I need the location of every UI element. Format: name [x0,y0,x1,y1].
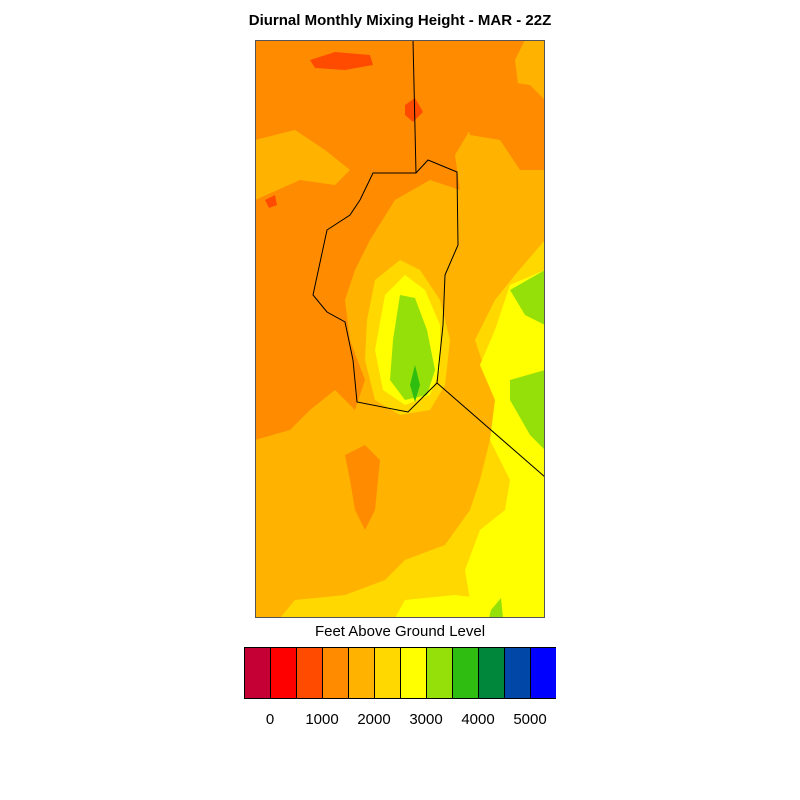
legend-title: Feet Above Ground Level [314,623,486,640]
legend-tick-labels: 0 1000 2000 3000 4000 5000 [0,711,800,731]
contour-dark-orange [310,52,373,70]
legend-swatch [504,647,531,699]
color-legend [244,647,556,699]
contour-yellow-green [390,295,435,400]
mixing-height-map [255,40,545,618]
legend-swatch [322,647,349,699]
contour-amber [255,130,350,200]
legend-swatch [374,647,401,699]
boundary-line [312,159,459,413]
contour-yellow-green [510,370,545,450]
contour-green [410,365,420,402]
map-title: Diurnal Monthly Mixing Height - MAR - 22… [248,12,552,29]
contour-gold [280,240,545,618]
legend-swatch [452,647,479,699]
legend-tick-label: 5000 [513,711,547,728]
legend-swatch [400,647,427,699]
legend-swatch [426,647,453,699]
legend-swatch [348,647,375,699]
legend-swatch [296,647,323,699]
contour-yellow-green [510,270,545,325]
boundary-line [436,382,545,478]
contour-orange [345,445,380,530]
legend-swatch [244,647,271,699]
contour-orange [460,80,545,170]
contour-dark-orange [265,195,277,208]
contour-yellow-green [489,598,503,618]
legend-swatch [270,647,297,699]
boundary-line [412,40,417,174]
legend-swatch [478,647,505,699]
legend-tick-label: 4000 [461,711,495,728]
contour-yellow [395,595,505,618]
contour-dark-orange [405,98,423,122]
map-frame [255,40,545,618]
contour-yellow [465,270,545,618]
contour-amber [255,390,355,510]
legend-tick-label: 2000 [357,711,391,728]
legend-swatch [530,647,556,699]
legend-tick-label: 0 [265,711,275,728]
legend-tick-label: 1000 [305,711,339,728]
legend-tick-label: 3000 [409,711,443,728]
